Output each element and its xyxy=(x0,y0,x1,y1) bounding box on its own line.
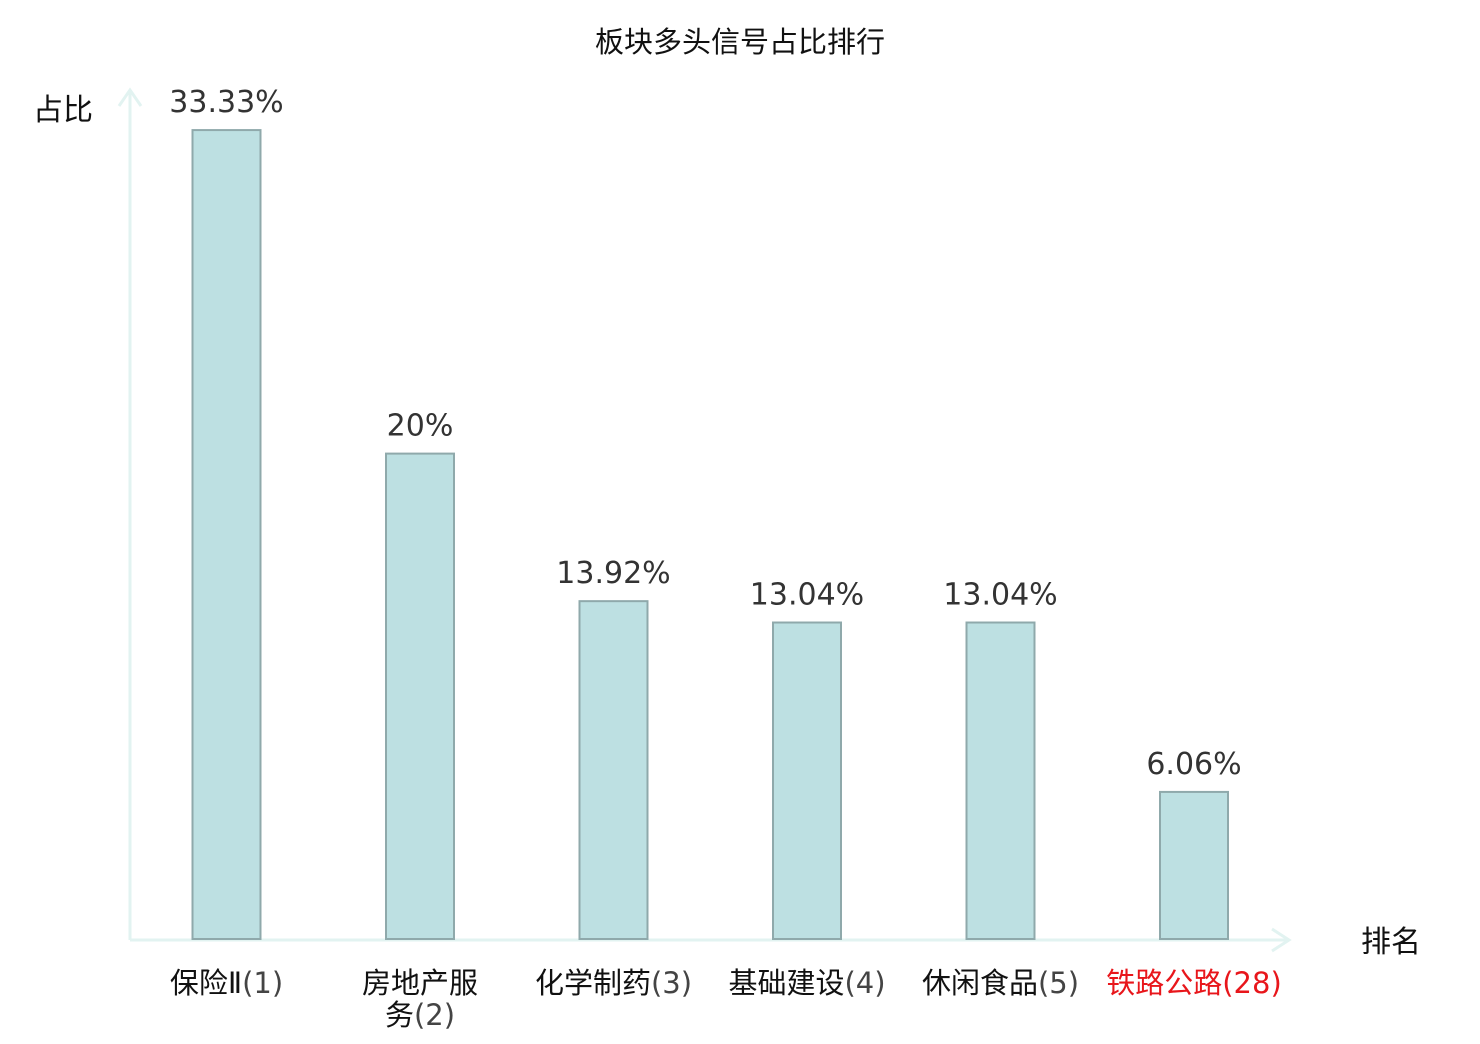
y-axis-arrow-icon xyxy=(117,87,143,107)
bar-value-label: 13.04% xyxy=(943,578,1057,613)
x-axis-arrow-icon xyxy=(1271,927,1292,953)
category-labels-layer: 保险Ⅱ(1) 房地产服务(2) 化学制药(3) 基础建设(4) 休闲食品(5) 铁路公路(… xyxy=(170,966,1282,1032)
category-label: 化学制药(3) xyxy=(535,966,692,1000)
bar xyxy=(578,600,649,941)
category-label: 休闲食品(5) xyxy=(922,966,1079,1000)
bar-value-label: 6.06% xyxy=(1146,747,1241,782)
bar xyxy=(191,129,262,941)
category-label: 房地产服务(2) xyxy=(362,966,478,1032)
category-label: 铁路公路(28) xyxy=(1106,966,1282,1000)
bar xyxy=(965,621,1036,941)
category-label: 基础建设(4) xyxy=(728,966,885,1000)
bar-value-label: 13.92% xyxy=(556,556,670,591)
value-labels-layer: 33.33% 20% 13.92% 13.04% 13.04% 6.06% xyxy=(169,85,1241,782)
bar xyxy=(1159,790,1229,941)
chart-title: 板块多头信号占比排行 xyxy=(595,25,885,59)
bar xyxy=(772,621,842,941)
y-axis-label: 占比 xyxy=(33,93,93,128)
category-label: 保险Ⅱ(1) xyxy=(170,966,283,1000)
bars-layer xyxy=(191,129,1229,941)
bar-value-label: 33.33% xyxy=(169,85,283,120)
bar xyxy=(385,452,455,940)
x-axis-label: 排名 xyxy=(1361,925,1421,960)
bar-value-label: 13.04% xyxy=(750,578,864,613)
bar-value-label: 20% xyxy=(387,409,454,444)
